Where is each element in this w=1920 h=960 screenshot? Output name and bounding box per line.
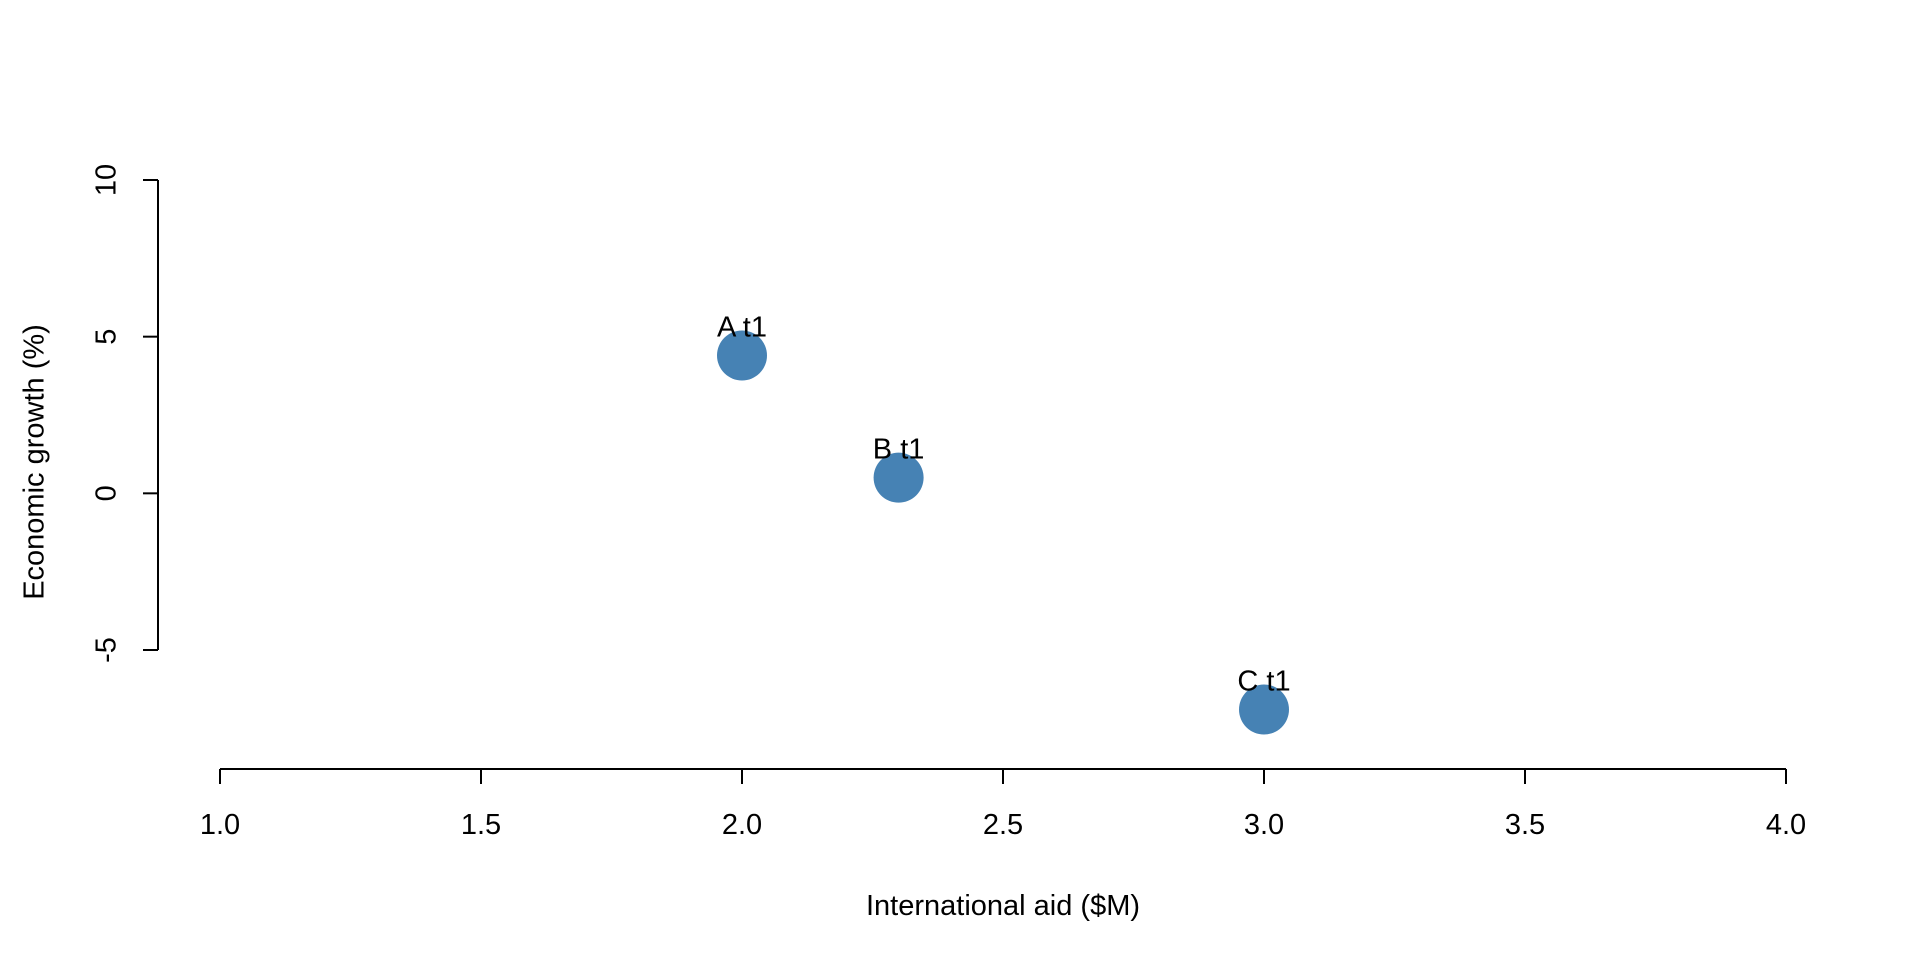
y-axis: -5 0 5 10 (91, 164, 159, 663)
y-axis-title: Economic growth (%) (19, 324, 51, 600)
data-point-label: A t1 (717, 311, 767, 343)
data-points (717, 330, 1289, 735)
x-tick-label: 4.0 (1766, 809, 1806, 841)
x-tick-label: 2.0 (722, 809, 762, 841)
y-tick-label: 0 (91, 485, 123, 501)
data-point (717, 330, 767, 381)
data-point (873, 452, 924, 503)
x-axis-title: International aid ($M) (866, 890, 1140, 922)
data-point-labels: A t1 B t1 C t1 (717, 311, 1291, 697)
x-axis: 1.0 1.5 2.0 2.5 3.0 3.5 4.0 (200, 768, 1806, 841)
x-tick-label: 3.5 (1505, 809, 1545, 841)
y-tick-label: 10 (91, 164, 123, 196)
x-tick-label: 2.5 (983, 809, 1023, 841)
data-point-label: C t1 (1237, 666, 1290, 698)
x-tick-label: 1.0 (200, 809, 240, 841)
data-point (1239, 684, 1289, 735)
y-tick-label: -5 (91, 637, 123, 663)
x-tick-label: 3.0 (1244, 809, 1284, 841)
data-point-label: B t1 (873, 434, 925, 466)
x-tick-label: 1.5 (461, 809, 501, 841)
y-tick-label: 5 (91, 329, 123, 345)
